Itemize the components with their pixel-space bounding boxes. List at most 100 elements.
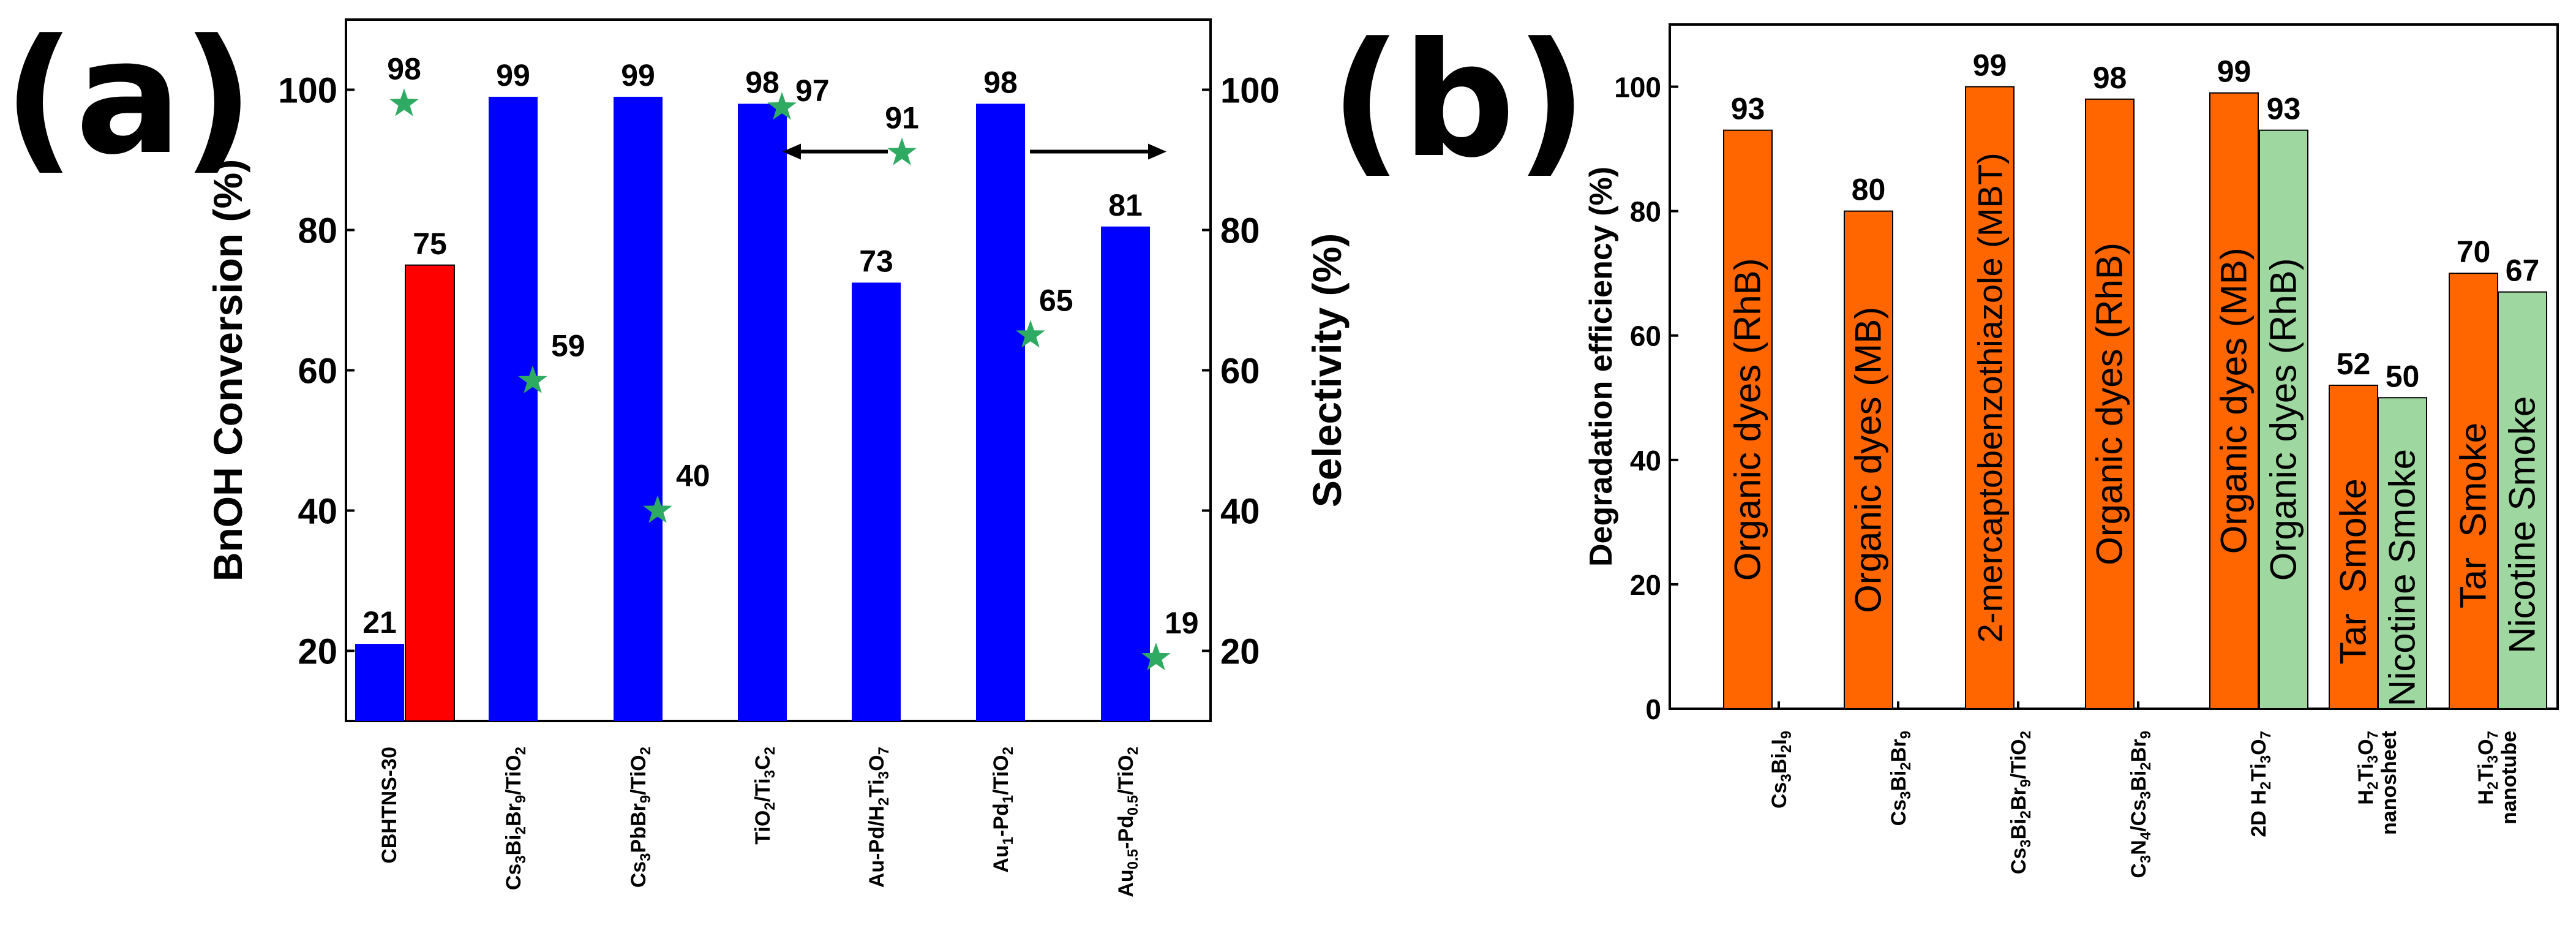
panel-a-x-category-label: Au1-Pd1/TiO2 — [989, 747, 1016, 873]
panel-b-bar-pollutant-b — [2498, 291, 2547, 709]
panel-a-bar-conversion — [355, 644, 404, 721]
panel-a-selectivity-value-label: 98 — [387, 51, 421, 86]
panel-b-x-category-label: Cs3Bi2Br9/TiO2 — [2007, 731, 2034, 874]
panel-a-bar-value-label: 98 — [983, 65, 1018, 99]
label-part: O — [2474, 739, 2498, 755]
panel-a-bar-value-label: 99 — [621, 58, 655, 92]
subscript: 9 — [1778, 731, 1795, 739]
subscript: 3 — [2258, 755, 2274, 763]
panel-a-selectivity-star — [518, 365, 547, 393]
subscript: 2 — [2018, 810, 2034, 818]
subscript: 3 — [513, 855, 529, 863]
subscript: 7 — [2258, 731, 2274, 739]
label-part: Br — [2007, 787, 2030, 810]
panel-b-bar-pollutant-a — [1844, 210, 1893, 709]
panel-b-x-category-label: Cs3Bi2I9 — [1768, 731, 1795, 809]
panel-b-x-category-label: H2Ti3O7 — [2474, 731, 2501, 805]
label-part: Ti — [865, 779, 888, 798]
panel-a-label: (a) — [3, 6, 254, 189]
panel-a-x-category-label: Au-Pd/H2Ti3O7 — [865, 747, 892, 888]
subscript: 2 — [876, 798, 892, 806]
label-part: /Cs — [2127, 799, 2150, 832]
subscript: 3 — [1898, 791, 1914, 799]
panel-b-bar-value-label: 52 — [2337, 347, 2371, 381]
subscript: 7 — [876, 747, 892, 755]
panel-a-right-tick-label: 40 — [1220, 492, 1260, 532]
panel-a-right-arrow-head — [1148, 143, 1166, 160]
label-part: Ti — [2247, 763, 2270, 782]
panel-b-bar-pollutant-a — [1965, 86, 2015, 709]
panel-a-y-axis-title: BnOH Conversion (%) — [205, 159, 250, 581]
label-part: Ti — [2354, 763, 2378, 782]
panel-b-bar-value-label: 99 — [1973, 48, 2007, 83]
panel-b-x-category-label: H2Ti3O7 — [2354, 731, 2381, 805]
subscript: 0.5 — [1125, 795, 1141, 815]
panel-b-bar-value-label: 67 — [2506, 254, 2540, 288]
subscript: 2 — [1125, 747, 1141, 755]
label-part: PbBr — [627, 803, 650, 853]
panel-b-x-category-label: Cs3Bi2Br9 — [1887, 731, 1914, 826]
subscript: 0.5 — [1125, 849, 1141, 869]
label-part: /TiO — [2007, 739, 2030, 779]
label-part: Br — [2127, 739, 2150, 762]
panel-b-bar-inner-label: Nicotine Smoke — [2382, 449, 2423, 706]
subscript: 9 — [1898, 731, 1914, 739]
subscript: 3 — [2018, 839, 2034, 847]
label-part: C — [751, 755, 775, 770]
panel-b-bar-inner-label: Organic dyes (MB) — [1848, 307, 1889, 613]
label-part: Cs — [1887, 799, 1910, 826]
panel-b-bar-value-label: 50 — [2386, 359, 2420, 393]
panel-b-bar-pollutant-b — [2259, 129, 2308, 710]
panel-a-bar-conversion — [489, 96, 538, 721]
label-part: H — [2354, 790, 2378, 805]
subscript: 3 — [762, 770, 778, 778]
panel-b-bar-inner-label: 2-mercaptobenzothiazole (MBT) — [1971, 153, 2010, 643]
label-part: Br — [1887, 739, 1910, 762]
panel-a-bar-conversion — [852, 282, 901, 721]
panel-a-right-tick-label: 100 — [1220, 71, 1280, 111]
panel-b-bar-value-label: 93 — [2267, 92, 2301, 126]
panel-b-bar-value-label: 99 — [2217, 55, 2251, 89]
label-part: Bi — [502, 834, 525, 855]
subscript: 2 — [2018, 731, 2034, 739]
subscript: 3 — [2138, 855, 2154, 863]
panel-b-left-tick-label: 60 — [1630, 320, 1661, 352]
panel-a-selectivity-value-label: 19 — [1165, 606, 1199, 640]
subscript: 4 — [2138, 831, 2154, 840]
subscript: 9 — [637, 795, 654, 803]
label-part: TiO — [751, 810, 775, 845]
panel-a-selectivity-star — [887, 137, 917, 165]
subscript: 3 — [876, 771, 892, 779]
label-part: Bi — [2007, 818, 2030, 839]
panel-a-selectivity-star — [1016, 320, 1045, 348]
subscript: 1 — [1000, 795, 1016, 803]
panel-a-left-tick-label: 80 — [298, 211, 337, 251]
label-part: I — [1768, 739, 1791, 744]
subscript: 2 — [1000, 747, 1016, 755]
label-part: /Ti — [751, 778, 775, 802]
panel-a-right-tick-label: 60 — [1220, 352, 1260, 391]
label-part: O — [2247, 739, 2270, 755]
label-part: nanosheet — [2378, 731, 2401, 835]
panel-a-bar-value-label: 75 — [413, 227, 447, 261]
subscript: 2 — [762, 802, 778, 810]
panel-a-x-category-label: TiO2/Ti3C2 — [751, 747, 778, 845]
panel-b-left-tick-label: 20 — [1630, 569, 1661, 601]
panel-a-selectivity-value-label: 91 — [885, 101, 919, 135]
panel-b-bar-inner-label: Nicotine Smoke — [2502, 396, 2543, 654]
panel-a-bar-conversion — [1101, 226, 1150, 721]
panel-b-bar-value-label: 93 — [1731, 92, 1765, 126]
label-part: -Pd — [989, 803, 1013, 837]
panel-a-left-arrow-head — [783, 143, 801, 160]
panel-a-y2-axis-title: Selectivity (%) — [1304, 233, 1350, 508]
label-part: Br — [502, 803, 525, 826]
panel-b-bar-pollutant-a — [2209, 92, 2259, 709]
subscript: 3 — [637, 853, 654, 861]
panel-a-selectivity-star — [643, 495, 672, 523]
label-part: /TiO — [989, 755, 1013, 795]
panel-b-bar-inner-label: Tar Smoke — [2333, 478, 2374, 664]
label-part: 2D H — [2247, 790, 2270, 837]
label-part: /TiO — [502, 755, 525, 795]
subscript: 2 — [513, 747, 529, 755]
label-part: Cs — [502, 864, 525, 890]
